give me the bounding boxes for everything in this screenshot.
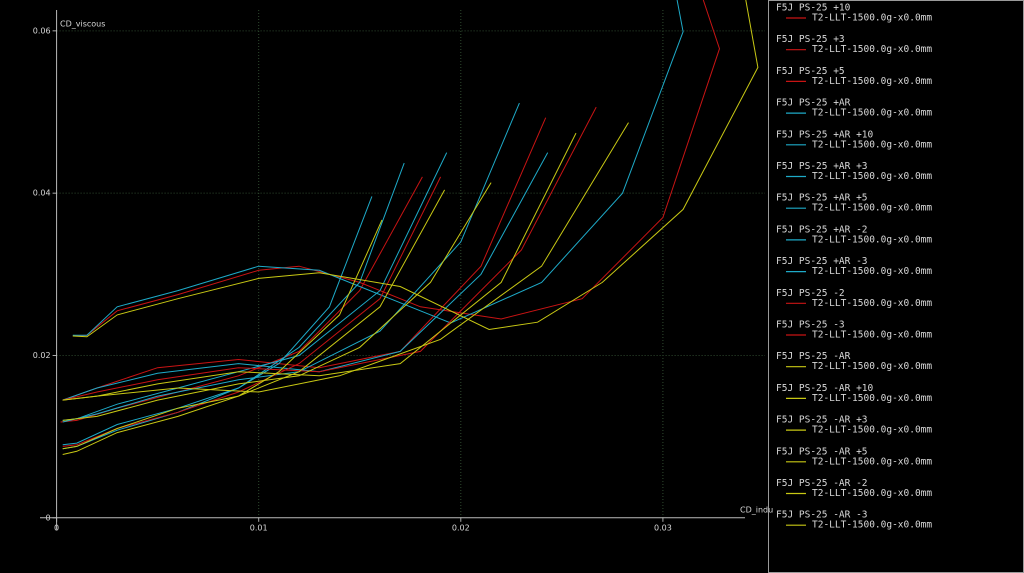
polar-curve — [62, 102, 520, 423]
polar-curve — [72, 0, 759, 338]
legend-label: F5J PS-25 -AR -3 — [776, 510, 868, 521]
legend-polar: T2-LLT-1500.0g-x0.0mm — [812, 520, 932, 531]
legend-label: F5J PS-25 +AR +10 — [776, 129, 874, 140]
polar-curve — [62, 162, 405, 446]
legend-polar: T2-LLT-1500.0g-x0.0mm — [812, 425, 932, 436]
polar-curve — [62, 152, 549, 401]
x-tick-label: 0.02 — [452, 523, 470, 532]
legend-label: F5J PS-25 +AR — [776, 98, 851, 109]
legend-polar: T2-LLT-1500.0g-x0.0mm — [812, 203, 932, 214]
legend-label: F5J PS-25 +AR -2 — [776, 224, 868, 235]
polar-curve — [62, 117, 547, 401]
polar-curve — [60, 176, 423, 423]
polar-curve — [62, 122, 629, 401]
polar-curve — [62, 106, 597, 401]
y-tick-label: 0.06 — [33, 26, 51, 35]
y-tick-label: 0.04 — [33, 189, 51, 198]
legend-label: F5J PS-25 +5 — [776, 66, 845, 77]
legend-label: F5J PS-25 -AR +3 — [776, 415, 868, 426]
legend-label: F5J PS-25 +AR -3 — [776, 256, 868, 267]
polar-curve — [72, 0, 684, 336]
legend-polar: T2-LLT-1500.0g-x0.0mm — [812, 361, 932, 372]
x-tick-label: 0.03 — [654, 523, 672, 532]
legend-polar: T2-LLT-1500.0g-x0.0mm — [812, 488, 932, 499]
legend-polar: T2-LLT-1500.0g-x0.0mm — [812, 171, 932, 182]
polar-curve — [62, 152, 448, 421]
legend-polar: T2-LLT-1500.0g-x0.0mm — [812, 298, 932, 309]
legend-label: F5J PS-25 +AR +5 — [776, 193, 868, 204]
legend-label: F5J PS-25 -AR — [776, 351, 851, 362]
legend-label: F5J PS-25 +10 — [776, 3, 851, 14]
legend-polar: T2-LLT-1500.0g-x0.0mm — [812, 456, 932, 467]
polar-curve — [62, 219, 383, 455]
legend-label: F5J PS-25 +AR +3 — [776, 161, 868, 172]
legend-polar: T2-LLT-1500.0g-x0.0mm — [812, 76, 932, 87]
legend-panel — [768, 0, 1024, 573]
legend-label: F5J PS-25 -AR +10 — [776, 383, 874, 394]
polar-curve — [62, 182, 492, 421]
legend-polar: T2-LLT-1500.0g-x0.0mm — [812, 393, 932, 404]
y-axis-title: CD_viscous — [60, 20, 105, 29]
legend-polar: T2-LLT-1500.0g-x0.0mm — [812, 139, 932, 150]
legend-polar: T2-LLT-1500.0g-x0.0mm — [812, 330, 932, 341]
polar-curve — [62, 189, 446, 450]
legend-polar: T2-LLT-1500.0g-x0.0mm — [812, 13, 932, 24]
legend-polar: T2-LLT-1500.0g-x0.0mm — [812, 44, 932, 55]
legend-label: F5J PS-25 +3 — [776, 34, 845, 45]
polar-curve — [62, 132, 577, 401]
x-axis-title: CD_indu — [740, 506, 773, 515]
legend-polar: T2-LLT-1500.0g-x0.0mm — [812, 108, 932, 119]
legend-label: F5J PS-25 -2 — [776, 288, 845, 299]
legend-label: F5J PS-25 -AR +5 — [776, 446, 868, 457]
x-tick-label: 0.01 — [250, 523, 268, 532]
y-tick-label: 0.02 — [33, 351, 51, 360]
legend-polar: T2-LLT-1500.0g-x0.0mm — [812, 266, 932, 277]
legend-label: F5J PS-25 -AR -2 — [776, 478, 868, 489]
legend-polar: T2-LLT-1500.0g-x0.0mm — [812, 234, 932, 245]
legend-label: F5J PS-25 -3 — [776, 320, 845, 331]
